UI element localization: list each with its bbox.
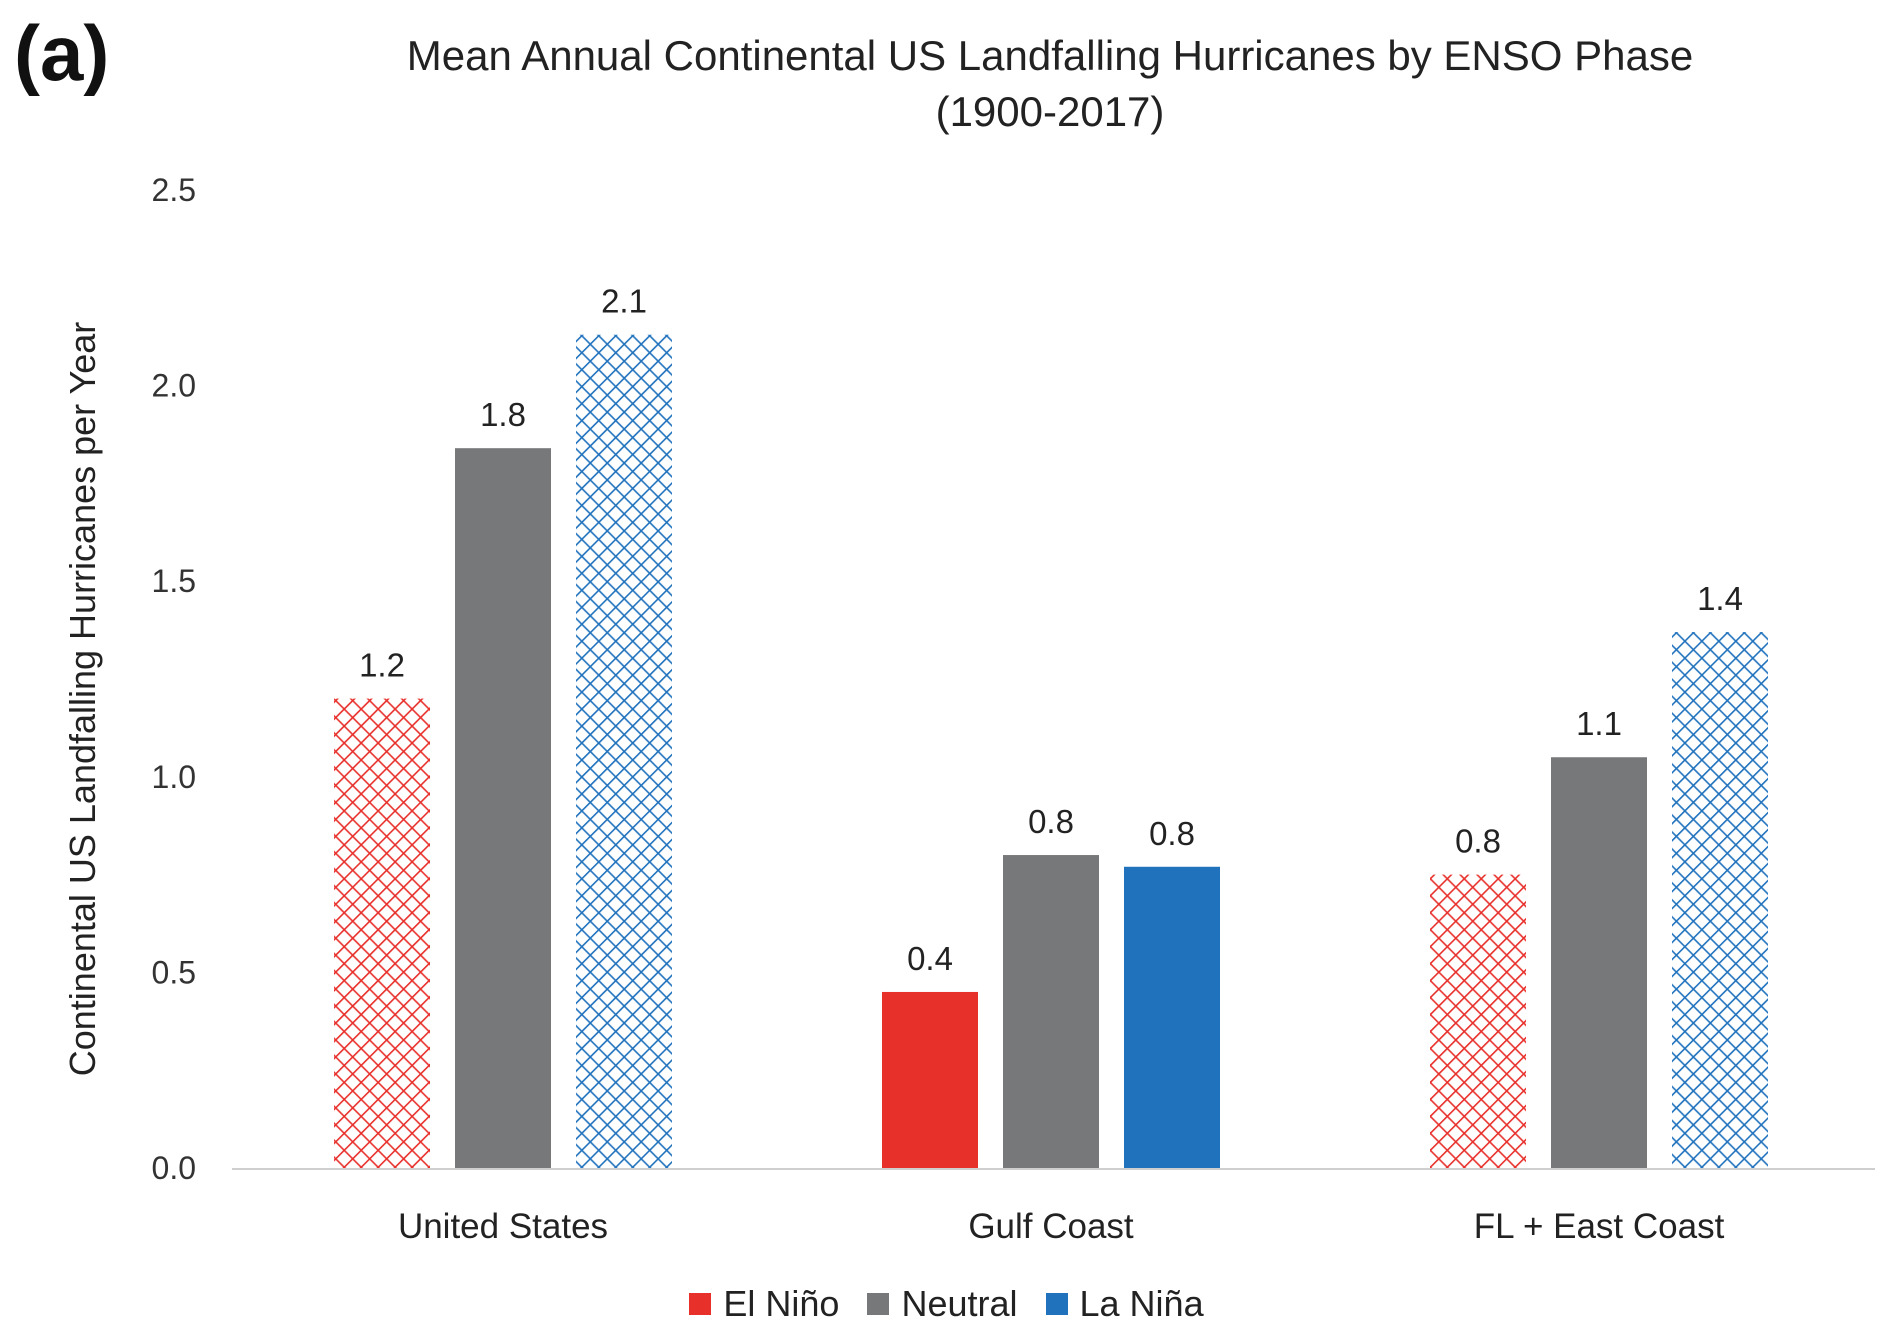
bar-el-nino xyxy=(1430,874,1526,1168)
bar-neutral xyxy=(1551,757,1647,1168)
bar-la-nina xyxy=(1672,632,1768,1168)
data-label: 1.2 xyxy=(359,647,405,684)
category-label: FL + East Coast xyxy=(1474,1207,1725,1246)
bar-neutral xyxy=(1003,855,1099,1168)
y-tick-label: 2.5 xyxy=(152,172,196,208)
bar-neutral xyxy=(455,448,551,1168)
data-labels: 1.2 1.8 2.1 0.4 0.8 0.8 0.8 1.1 1.4 xyxy=(359,283,1743,977)
legend-swatch xyxy=(1045,1293,1068,1315)
data-label: 1.8 xyxy=(480,396,526,433)
legend-item-el-nino: El Niño xyxy=(689,1283,839,1325)
bar-la-nina xyxy=(1124,866,1220,1168)
data-label: 1.4 xyxy=(1697,580,1743,617)
data-label: 0.8 xyxy=(1028,803,1074,840)
category-labels: United States Gulf Coast FL + East Coast xyxy=(398,1207,1725,1246)
bars xyxy=(334,334,1768,1168)
bar-la-nina xyxy=(576,334,672,1168)
chart-title: Mean Annual Continental US Landfalling H… xyxy=(250,28,1850,140)
y-tick-label: 1.5 xyxy=(152,563,196,599)
chart-title-line: Mean Annual Continental US Landfalling H… xyxy=(406,32,1694,79)
y-tick-label: 2.0 xyxy=(152,368,196,404)
y-tick-label: 0.5 xyxy=(152,954,196,990)
legend-item-neutral: Neutral xyxy=(867,1283,1018,1325)
data-label: 1.1 xyxy=(1576,705,1622,742)
panel-label: (a) xyxy=(14,9,110,97)
legend-item-la-nina: La Niña xyxy=(1045,1283,1204,1325)
legend-label: El Niño xyxy=(723,1283,840,1324)
legend: El Niño Neutral La Niña xyxy=(0,1282,1893,1325)
chart-subtitle: (1900-2017) xyxy=(935,88,1165,135)
data-label: 2.1 xyxy=(601,283,647,320)
data-label: 0.8 xyxy=(1455,823,1501,860)
data-label: 0.8 xyxy=(1149,815,1195,852)
y-tick-label: 1.0 xyxy=(152,759,196,795)
category-label: Gulf Coast xyxy=(968,1207,1134,1246)
legend-label: La Niña xyxy=(1079,1283,1204,1324)
data-label: 0.4 xyxy=(907,940,953,977)
y-axis-title: Continental US Landfalling Hurricanes pe… xyxy=(62,322,103,1076)
category-label: United States xyxy=(398,1207,608,1246)
bar-el-nino xyxy=(882,991,978,1168)
y-tick-labels: 0.0 0.5 1.0 1.5 2.0 2.5 xyxy=(152,172,196,1186)
legend-label: Neutral xyxy=(901,1283,1018,1324)
legend-swatch xyxy=(867,1293,890,1315)
bar-el-nino xyxy=(334,698,430,1168)
legend-swatch xyxy=(689,1293,712,1315)
y-tick-label: 0.0 xyxy=(152,1150,196,1186)
